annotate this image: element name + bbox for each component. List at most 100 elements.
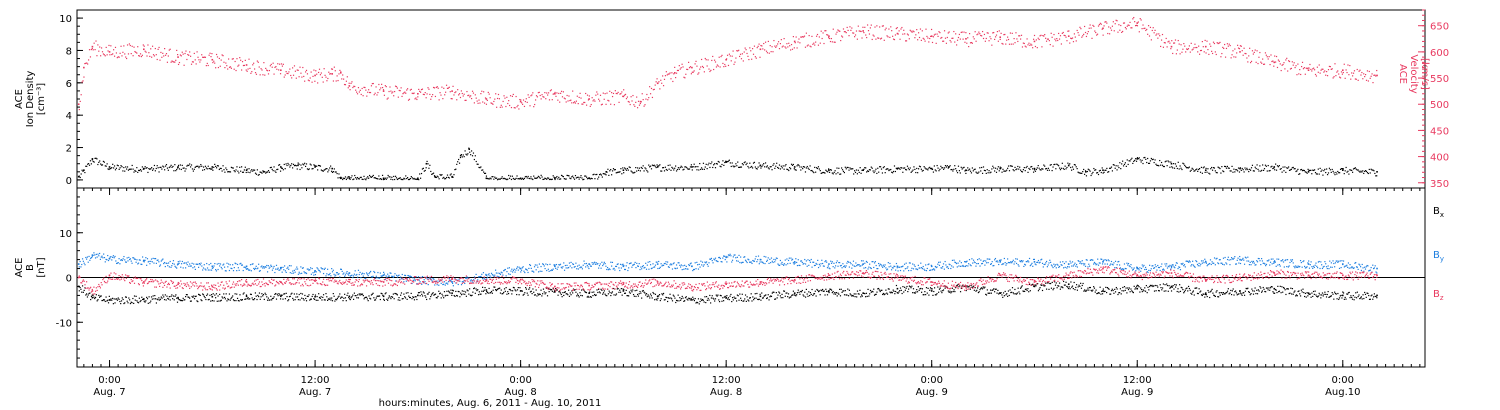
density-point bbox=[649, 166, 651, 168]
bx-point bbox=[784, 295, 786, 297]
bx-point bbox=[408, 295, 410, 297]
bx-point bbox=[474, 292, 476, 294]
by-point bbox=[294, 271, 296, 273]
velocity-point bbox=[877, 37, 879, 39]
bx-point bbox=[153, 298, 155, 300]
density-point bbox=[366, 177, 368, 179]
bx-point bbox=[466, 289, 468, 291]
density-point bbox=[875, 168, 877, 170]
bx-point bbox=[137, 302, 140, 304]
velocity-point bbox=[832, 28, 834, 30]
density-point bbox=[1035, 168, 1037, 171]
density-point bbox=[164, 169, 166, 171]
by-point bbox=[111, 256, 114, 258]
bx-point bbox=[846, 294, 848, 296]
density-point bbox=[173, 170, 175, 172]
velocity-point bbox=[597, 93, 599, 95]
density-point bbox=[1363, 172, 1365, 175]
velocity-point bbox=[1135, 24, 1138, 27]
bx-point bbox=[1347, 292, 1350, 294]
density-point bbox=[843, 171, 845, 174]
velocity-point bbox=[194, 59, 196, 61]
density-point bbox=[1221, 166, 1223, 168]
velocity-point bbox=[492, 103, 494, 105]
density-point bbox=[219, 167, 221, 170]
velocity-point bbox=[1224, 56, 1227, 58]
velocity-point bbox=[243, 64, 245, 67]
density-point bbox=[681, 166, 683, 168]
bx-point bbox=[1213, 295, 1216, 297]
density-point bbox=[1229, 170, 1231, 172]
density-point bbox=[1315, 173, 1318, 175]
bx-point bbox=[189, 297, 191, 299]
velocity-point bbox=[523, 105, 526, 108]
by-point bbox=[241, 264, 243, 266]
bx-point bbox=[1295, 295, 1297, 297]
bx-point bbox=[162, 294, 164, 296]
density-point bbox=[268, 171, 271, 173]
bx-point bbox=[1352, 294, 1354, 297]
velocity-point bbox=[569, 99, 571, 102]
velocity-point bbox=[953, 30, 955, 33]
velocity-point bbox=[763, 42, 765, 45]
density-point bbox=[988, 170, 990, 172]
bx-point bbox=[827, 290, 829, 293]
velocity-point bbox=[541, 94, 543, 96]
by-point bbox=[287, 266, 289, 268]
density-point bbox=[905, 169, 908, 171]
velocity-point bbox=[818, 36, 820, 38]
velocity-point bbox=[772, 51, 774, 53]
velocity-point bbox=[637, 100, 640, 102]
velocity-point bbox=[328, 71, 330, 73]
bx-point bbox=[264, 292, 266, 294]
velocity-point bbox=[417, 92, 419, 95]
velocity-point bbox=[1311, 70, 1313, 72]
by-point bbox=[98, 252, 101, 255]
density-point bbox=[1226, 165, 1229, 168]
bx-point bbox=[414, 296, 416, 298]
density-point bbox=[592, 174, 594, 176]
velocity-point bbox=[956, 39, 959, 41]
velocity-point bbox=[1186, 48, 1188, 50]
bx-point bbox=[224, 298, 226, 300]
bx-point bbox=[369, 297, 371, 299]
velocity-point bbox=[1143, 27, 1145, 30]
velocity-point bbox=[136, 52, 138, 54]
velocity-point bbox=[665, 71, 667, 73]
density-point bbox=[1175, 165, 1177, 167]
velocity-point bbox=[1310, 68, 1312, 71]
density-point bbox=[1298, 173, 1300, 175]
bx-point bbox=[759, 293, 761, 295]
bx-point bbox=[223, 293, 225, 295]
bx-point bbox=[1050, 287, 1053, 289]
density-point bbox=[1149, 160, 1152, 162]
bx-point bbox=[1294, 290, 1296, 292]
density-point bbox=[501, 176, 503, 178]
density-point bbox=[355, 178, 358, 180]
bx-point bbox=[1138, 286, 1140, 288]
velocity-point bbox=[1011, 32, 1013, 34]
velocity-point bbox=[1295, 65, 1297, 67]
density-point bbox=[610, 168, 612, 171]
bx-point bbox=[759, 295, 762, 298]
density-point bbox=[638, 167, 641, 169]
velocity-point bbox=[391, 92, 393, 94]
velocity-point bbox=[561, 96, 564, 98]
velocity-point bbox=[696, 65, 698, 67]
bx-point bbox=[477, 289, 479, 291]
velocity-point bbox=[888, 28, 890, 30]
velocity-point bbox=[223, 61, 225, 63]
bx-point bbox=[860, 296, 862, 298]
bx-point bbox=[1013, 293, 1015, 295]
bx-point bbox=[1170, 286, 1172, 289]
velocity-point bbox=[547, 94, 549, 96]
density-point bbox=[339, 177, 341, 179]
velocity-point bbox=[943, 40, 945, 42]
density-point bbox=[876, 172, 878, 175]
velocity-point bbox=[290, 74, 292, 77]
bx-point bbox=[1340, 294, 1342, 297]
density-point bbox=[1093, 167, 1095, 170]
density-point bbox=[1258, 170, 1260, 172]
velocity-point bbox=[116, 57, 118, 59]
by-point bbox=[291, 272, 293, 274]
